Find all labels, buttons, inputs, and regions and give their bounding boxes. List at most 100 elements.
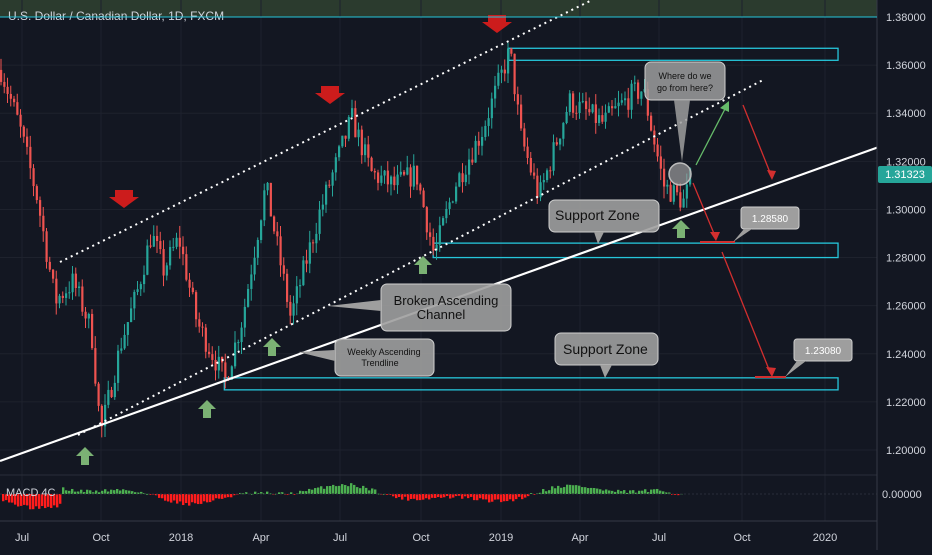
macd-bar [32, 494, 35, 510]
macd-bar [56, 494, 59, 508]
candle-body [516, 94, 519, 105]
macd-bar [305, 491, 308, 494]
candle-body [360, 129, 363, 156]
candle-body [224, 362, 227, 378]
macd-bar [116, 489, 119, 494]
macd-bar [77, 491, 80, 494]
macd-bar [179, 494, 182, 502]
macd-bar [602, 490, 605, 494]
candle-body [568, 93, 571, 112]
candle-body [338, 146, 341, 158]
candle-body [55, 278, 58, 304]
macd-bar [14, 494, 17, 505]
callout-channel-line2: Channel [417, 307, 466, 322]
macd-bar [476, 494, 479, 501]
candle-body [113, 382, 116, 398]
candle-body [598, 115, 601, 124]
macd-bar [167, 494, 170, 502]
macd-histogram [0, 483, 877, 510]
red-arrow-down-3 [482, 15, 512, 33]
candle-body [110, 389, 113, 398]
candle-body [195, 292, 198, 320]
channel-lower-line [77, 79, 764, 436]
macd-bar [593, 488, 596, 494]
macd-bar [89, 490, 92, 494]
candle-body [620, 100, 623, 103]
macd-bar [311, 489, 314, 494]
candle-body [321, 204, 324, 210]
macd-bar [314, 488, 317, 494]
green-arrow-up-3 [263, 338, 281, 356]
candle-body [435, 244, 438, 251]
macd-bar [662, 491, 665, 494]
macd-bar [569, 484, 572, 494]
macd-bar [224, 494, 227, 498]
support-resistance-zone [223, 377, 839, 391]
macd-bar [344, 485, 347, 494]
candle-body [549, 170, 552, 172]
candle-body [481, 136, 484, 146]
candle-body [679, 192, 682, 208]
candle-body [253, 257, 256, 275]
macd-bar [647, 492, 650, 494]
macd-bar [431, 494, 434, 498]
target-tag-2-text: 1.23080 [805, 346, 842, 357]
current-price-value: 1.31323 [885, 169, 925, 181]
macd-bar [35, 494, 38, 507]
candle-body [58, 295, 61, 304]
macd-bar [320, 486, 323, 494]
macd-bar [341, 484, 344, 494]
price-tick-label: 1.22000 [886, 397, 926, 409]
candle-body [422, 190, 425, 208]
time-axis[interactable]: Jul Oct 2018 Apr Jul Oct 2019 Apr Jul Oct 2020 [15, 532, 837, 544]
candle-body [286, 273, 289, 302]
macd-bar [392, 494, 395, 497]
candle-body [464, 174, 467, 183]
candle-body [594, 104, 597, 124]
candle-body [104, 404, 107, 427]
macd-bar [5, 494, 8, 501]
macd-bar [419, 494, 422, 501]
macd-bar [107, 491, 110, 494]
macd-bar [434, 494, 437, 498]
macd-bar [164, 494, 167, 501]
candle-body [637, 82, 640, 99]
candle-body [390, 176, 393, 185]
candle-body [276, 231, 279, 237]
candle-body [136, 289, 139, 292]
candle-body [581, 101, 584, 103]
macd-bar [260, 492, 263, 494]
target-tag-1: 1.28580 [733, 206, 800, 242]
macd-bar [140, 491, 143, 494]
candle-body [282, 265, 285, 274]
price-axis[interactable]: 1.20000 1.22000 1.24000 1.26000 1.28000 1.300… [886, 12, 926, 457]
macd-bar [410, 494, 413, 500]
candle-body [676, 185, 679, 193]
macd-bar [446, 494, 449, 496]
macd-bar [677, 494, 680, 496]
candle-body [247, 288, 250, 307]
macd-bar [482, 494, 485, 500]
macd-bar [182, 494, 185, 506]
candle-body [3, 81, 6, 87]
macd-bar [398, 494, 401, 497]
resistance-band-top [0, 0, 877, 17]
candle-body [172, 246, 175, 248]
projection-down-arrowhead-1 [767, 170, 776, 180]
candle-body [513, 53, 516, 95]
time-tick-label: 2020 [813, 532, 837, 544]
macd-bar [452, 494, 455, 498]
candle-body [152, 235, 155, 247]
candle-body [633, 82, 636, 84]
callout-channel-line1: Broken Ascending [394, 293, 499, 308]
candle-body [425, 207, 428, 233]
candle-body [601, 115, 604, 122]
candle-body [217, 356, 220, 371]
candle-body [659, 156, 662, 169]
candle-body [16, 102, 19, 115]
green-arrow-up-4 [414, 256, 432, 274]
macd-bar [659, 490, 662, 494]
macd-bar [650, 489, 653, 494]
candle-body [91, 313, 94, 349]
